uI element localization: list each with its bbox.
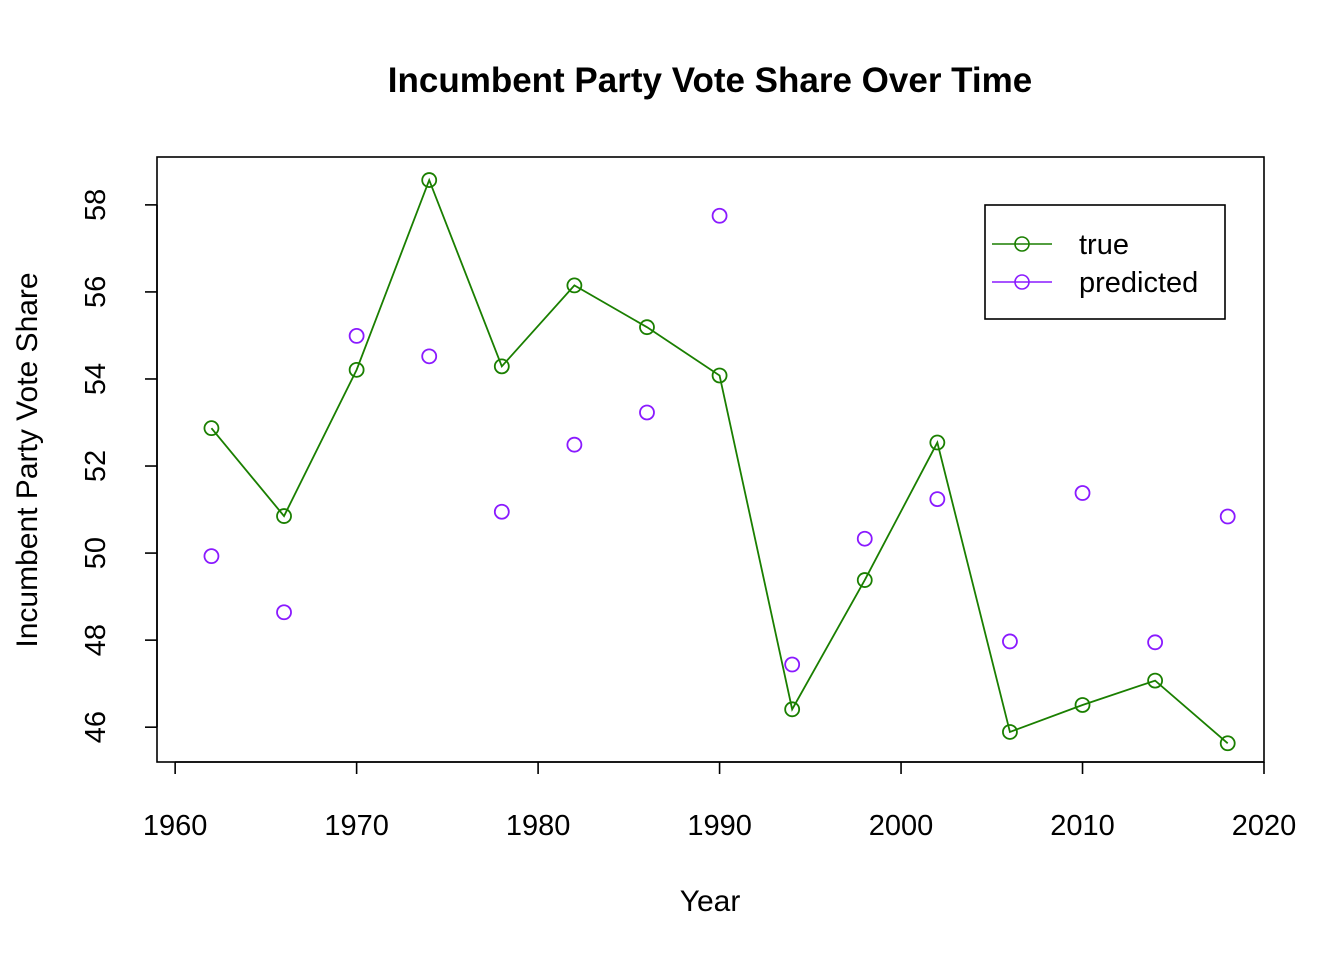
series-true-point [784, 701, 801, 718]
series-predicted-point [1219, 508, 1236, 525]
series-predicted-point [784, 656, 801, 673]
x-axis-label: Year [680, 885, 741, 918]
x-tick-label: 2010 [1050, 810, 1115, 842]
series-true-point [348, 361, 365, 378]
series-true-point [493, 358, 510, 375]
legend-predicted-marker [1014, 274, 1030, 290]
y-tick-label: 50 [80, 537, 112, 569]
series-true-point [1002, 724, 1018, 740]
x-axis: 1960 1970 1980 1990 2000 2010 2020 [143, 761, 1297, 842]
legend-true-label: true [1079, 229, 1129, 261]
y-tick-label: 56 [80, 276, 112, 308]
series-predicted-point [566, 436, 583, 453]
series-predicted-point [421, 348, 438, 365]
legend-predicted-label: predicted [1079, 267, 1198, 299]
x-tick-label: 1980 [506, 810, 571, 842]
series-predicted-point [203, 548, 220, 565]
x-tick-label: 1990 [687, 810, 752, 842]
series-layer [203, 172, 1236, 752]
legend-box [984, 204, 1226, 320]
series-true-line [210, 177, 1229, 744]
series-predicted-point [639, 404, 655, 421]
chart-title: Incumbent Party Vote Share Over Time [388, 61, 1032, 100]
y-axis: 46 48 50 52 54 56 58 [80, 189, 158, 743]
series-true-point [276, 508, 292, 524]
series-true-point [566, 277, 583, 294]
series-predicted-point [493, 503, 510, 520]
series-predicted-point [1147, 634, 1164, 651]
series-true-point [1147, 672, 1164, 689]
x-tick-label: 1960 [143, 810, 208, 842]
series-true-point [203, 420, 220, 437]
y-tick-label: 46 [80, 711, 112, 743]
y-tick-label: 52 [80, 450, 112, 482]
x-tick-label: 2020 [1232, 810, 1297, 842]
series-true-point [1074, 697, 1091, 713]
series-true-point [711, 367, 728, 384]
y-tick-label: 54 [80, 363, 112, 395]
series-true-point [421, 172, 438, 188]
series-true-point [856, 572, 873, 588]
series-predicted-point [711, 207, 728, 224]
x-tick-label: 1970 [324, 810, 389, 842]
y-tick-label: 48 [80, 624, 112, 656]
y-tick-label: 58 [80, 189, 112, 221]
series-true-point [929, 434, 946, 451]
legend: true predicted [984, 204, 1226, 320]
series-true-point [1219, 735, 1236, 752]
legend-true-marker [1014, 236, 1030, 252]
series-predicted-point [856, 530, 873, 547]
y-axis-label: Incumbent Party Vote Share [11, 272, 44, 647]
series-true-point [639, 319, 655, 336]
series-predicted-point [929, 491, 946, 508]
series-predicted-point [1002, 633, 1018, 650]
series-predicted-point [276, 604, 292, 621]
x-tick-label: 2000 [869, 810, 934, 842]
series-predicted-point [1074, 485, 1091, 501]
series-predicted-point [348, 327, 365, 344]
